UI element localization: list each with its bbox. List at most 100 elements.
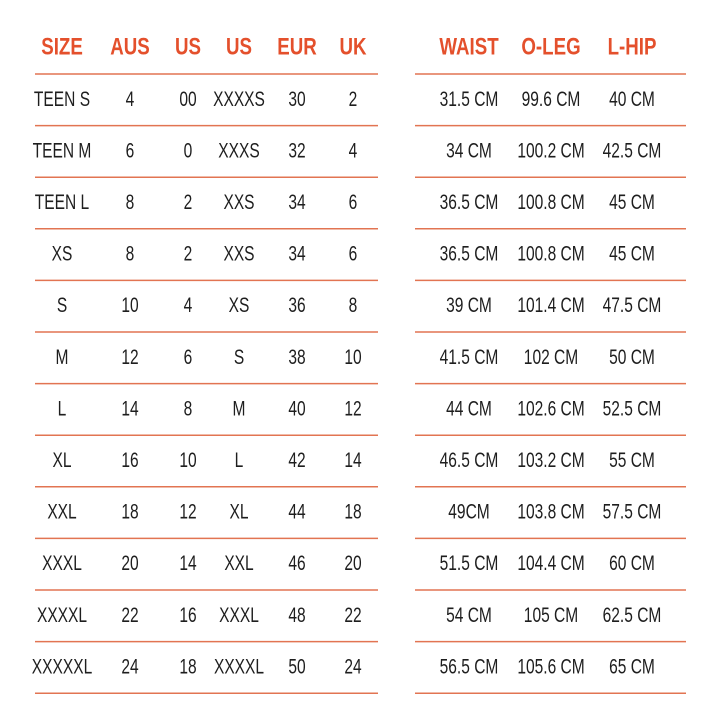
table-cell: 46.5 CM [440, 448, 499, 472]
table-cell: M [56, 345, 69, 369]
table-cell: TEEN L [35, 190, 89, 214]
table-cell: 40 [288, 396, 305, 420]
table-cell: 104.4 CM [517, 551, 584, 575]
table-cell: 4 [184, 293, 193, 317]
table-cell: 16 [179, 603, 196, 627]
table-cell: XXXL [219, 603, 259, 627]
table-cell: 8 [184, 396, 193, 420]
table-cell: 52.5 CM [603, 396, 662, 420]
table-cell: 14 [344, 448, 361, 472]
table-cell: XXXXXL [32, 654, 92, 678]
table-cell: 60 CM [609, 551, 655, 575]
column-header: O-LEG [521, 33, 580, 60]
table-cell: 6 [349, 241, 358, 265]
table-cell: 14 [179, 551, 196, 575]
table-cell: 0 [184, 138, 193, 162]
table-cell: 42.5 CM [603, 138, 662, 162]
table-cell: XS [52, 241, 73, 265]
table-cell: 47.5 CM [603, 293, 662, 317]
table-cell: 100.8 CM [517, 190, 584, 214]
table-cell: 36.5 CM [440, 190, 499, 214]
table-cell: L [235, 448, 244, 472]
table-cell: 44 [288, 499, 305, 523]
table-cell: M [233, 396, 246, 420]
table-cell: XXL [47, 499, 76, 523]
table-cell: 102.6 CM [517, 396, 584, 420]
table-cell: 54 CM [446, 603, 492, 627]
table-cell: 24 [121, 654, 138, 678]
table-cell: 14 [121, 396, 138, 420]
column-header: US [175, 33, 201, 60]
table-cell: 16 [121, 448, 138, 472]
table-cell: 41.5 CM [440, 345, 499, 369]
table-cell: 100.8 CM [517, 241, 584, 265]
table-cell: S [234, 345, 244, 369]
table-cell: XXS [223, 241, 254, 265]
table-cell: 34 [288, 190, 305, 214]
table-cell: XL [52, 448, 71, 472]
table-cell: 6 [184, 345, 193, 369]
table-cell: 57.5 CM [603, 499, 662, 523]
table-cell: 56.5 CM [440, 654, 499, 678]
table-cell: XXXL [42, 551, 82, 575]
column-header: SIZE [41, 33, 83, 60]
table-cell: S [57, 293, 67, 317]
table-cell: 46 [288, 551, 305, 575]
table-cell: 101.4 CM [517, 293, 584, 317]
table-cell: 99.6 CM [522, 87, 581, 111]
table-cell: 51.5 CM [440, 551, 499, 575]
table-cell: 36.5 CM [440, 241, 499, 265]
table-cell: 42 [288, 448, 305, 472]
table-cell: XS [229, 293, 250, 317]
table-cell: 10 [344, 345, 361, 369]
table-cell: 8 [126, 241, 135, 265]
table-cell: 103.8 CM [517, 499, 584, 523]
table-cell: 12 [121, 345, 138, 369]
table-cell: 30 [288, 87, 305, 111]
table-cell: 20 [121, 551, 138, 575]
table-cell: 40 CM [609, 87, 655, 111]
column-header: US [226, 33, 252, 60]
table-cell: 49CM [448, 499, 489, 523]
table-cell: XXXS [218, 138, 259, 162]
table-cell: 55 CM [609, 448, 655, 472]
table-cell: 12 [344, 396, 361, 420]
table-cell: 45 CM [609, 241, 655, 265]
table-cell: XXS [223, 190, 254, 214]
column-header: UK [339, 33, 366, 60]
table-cell: 10 [121, 293, 138, 317]
table-cell: 103.2 CM [517, 448, 584, 472]
table-cell: 32 [288, 138, 305, 162]
table-cell: 4 [126, 87, 135, 111]
table-cell: 100.2 CM [517, 138, 584, 162]
table-cell: 38 [288, 345, 305, 369]
table-cell: 12 [179, 499, 196, 523]
table-cell: 34 CM [446, 138, 492, 162]
table-cell: 24 [344, 654, 361, 678]
table-cell: 45 CM [609, 190, 655, 214]
table-cell: 105.6 CM [517, 654, 584, 678]
table-cell: 105 CM [524, 603, 578, 627]
table-cell: 8 [349, 293, 358, 317]
table-cell: 50 CM [609, 345, 655, 369]
table-cell: 50 [288, 654, 305, 678]
column-header: WAIST [439, 33, 498, 60]
table-cell: XXXXL [37, 603, 87, 627]
table-cell: 20 [344, 551, 361, 575]
table-cell: 39 CM [446, 293, 492, 317]
table-cell: TEEN S [34, 87, 90, 111]
table-cell: 22 [121, 603, 138, 627]
table-cell: 18 [344, 499, 361, 523]
column-header: EUR [277, 33, 317, 60]
table-cell: 18 [121, 499, 138, 523]
table-cell: XXXXL [214, 654, 264, 678]
table-cell: 44 CM [446, 396, 492, 420]
table-cell: 6 [349, 190, 358, 214]
table-cell: 6 [126, 138, 135, 162]
table-cell: XXXXS [213, 87, 265, 111]
table-cell: 00 [179, 87, 196, 111]
table-cell: 2 [349, 87, 358, 111]
table-cell: 34 [288, 241, 305, 265]
table-cell: L [58, 396, 67, 420]
table-cell: 31.5 CM [440, 87, 499, 111]
